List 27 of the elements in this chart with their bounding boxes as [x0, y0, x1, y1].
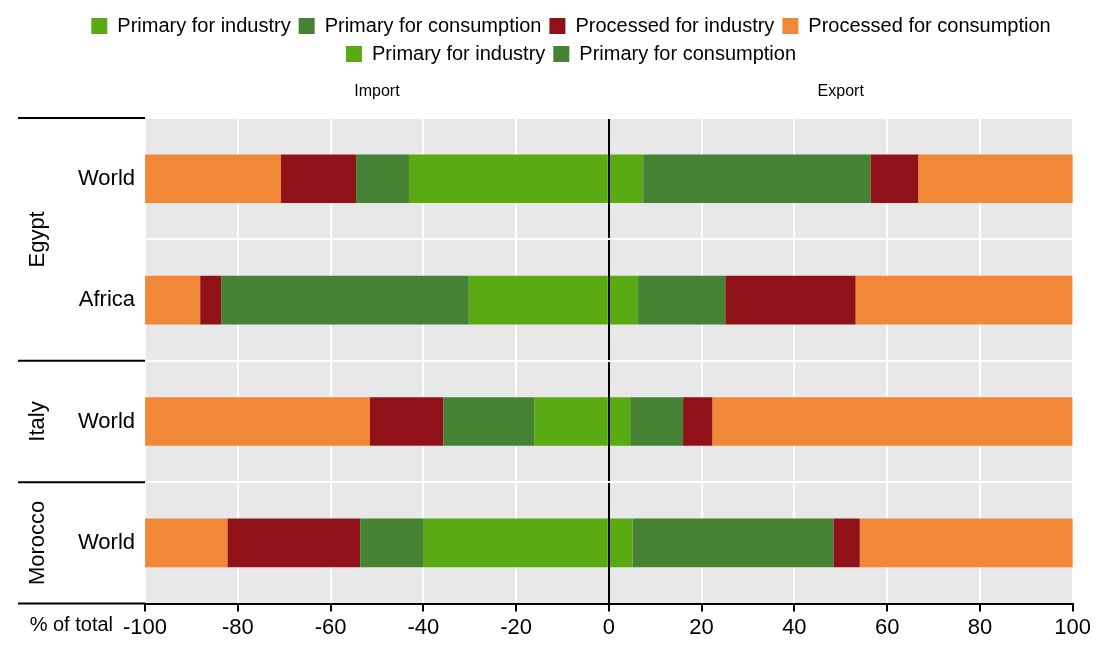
x-tick-label: -40 — [407, 613, 440, 639]
legend-label: Processed for industry — [575, 13, 775, 36]
text: Export — [817, 82, 865, 100]
x-tick-label: 20 — [689, 613, 714, 639]
y-tick-label: World — [77, 528, 136, 554]
x-tick-label: -20 — [500, 613, 532, 639]
legend-label: Primary for consumption — [579, 41, 797, 64]
legend-label: Processed for consumption — [808, 13, 1051, 36]
text: Morocco — [24, 500, 50, 586]
x-axis-title: % of total — [29, 613, 114, 636]
y-tick-label: Africa — [78, 286, 136, 312]
x-tick-label: -60 — [314, 613, 347, 639]
x-tick-label: 100 — [1054, 613, 1092, 639]
x-tick-label: 40 — [782, 613, 807, 639]
legend-label: Primary for consumption — [324, 13, 542, 36]
x-tick-label: 60 — [874, 613, 900, 639]
x-tick-label: 80 — [967, 613, 993, 639]
legend-label: Primary for industry — [371, 41, 546, 64]
legend-label: Primary for industry — [117, 13, 291, 36]
text: Egypt — [24, 211, 50, 268]
y-tick-label: World — [77, 407, 136, 433]
x-tick-label: -80 — [221, 613, 254, 639]
y-tick-label: World — [77, 164, 136, 190]
x-tick-label: -100 — [123, 613, 168, 639]
x-tick-label: 0 — [602, 613, 615, 639]
text: Import — [354, 82, 401, 100]
text: Italy — [24, 401, 50, 442]
